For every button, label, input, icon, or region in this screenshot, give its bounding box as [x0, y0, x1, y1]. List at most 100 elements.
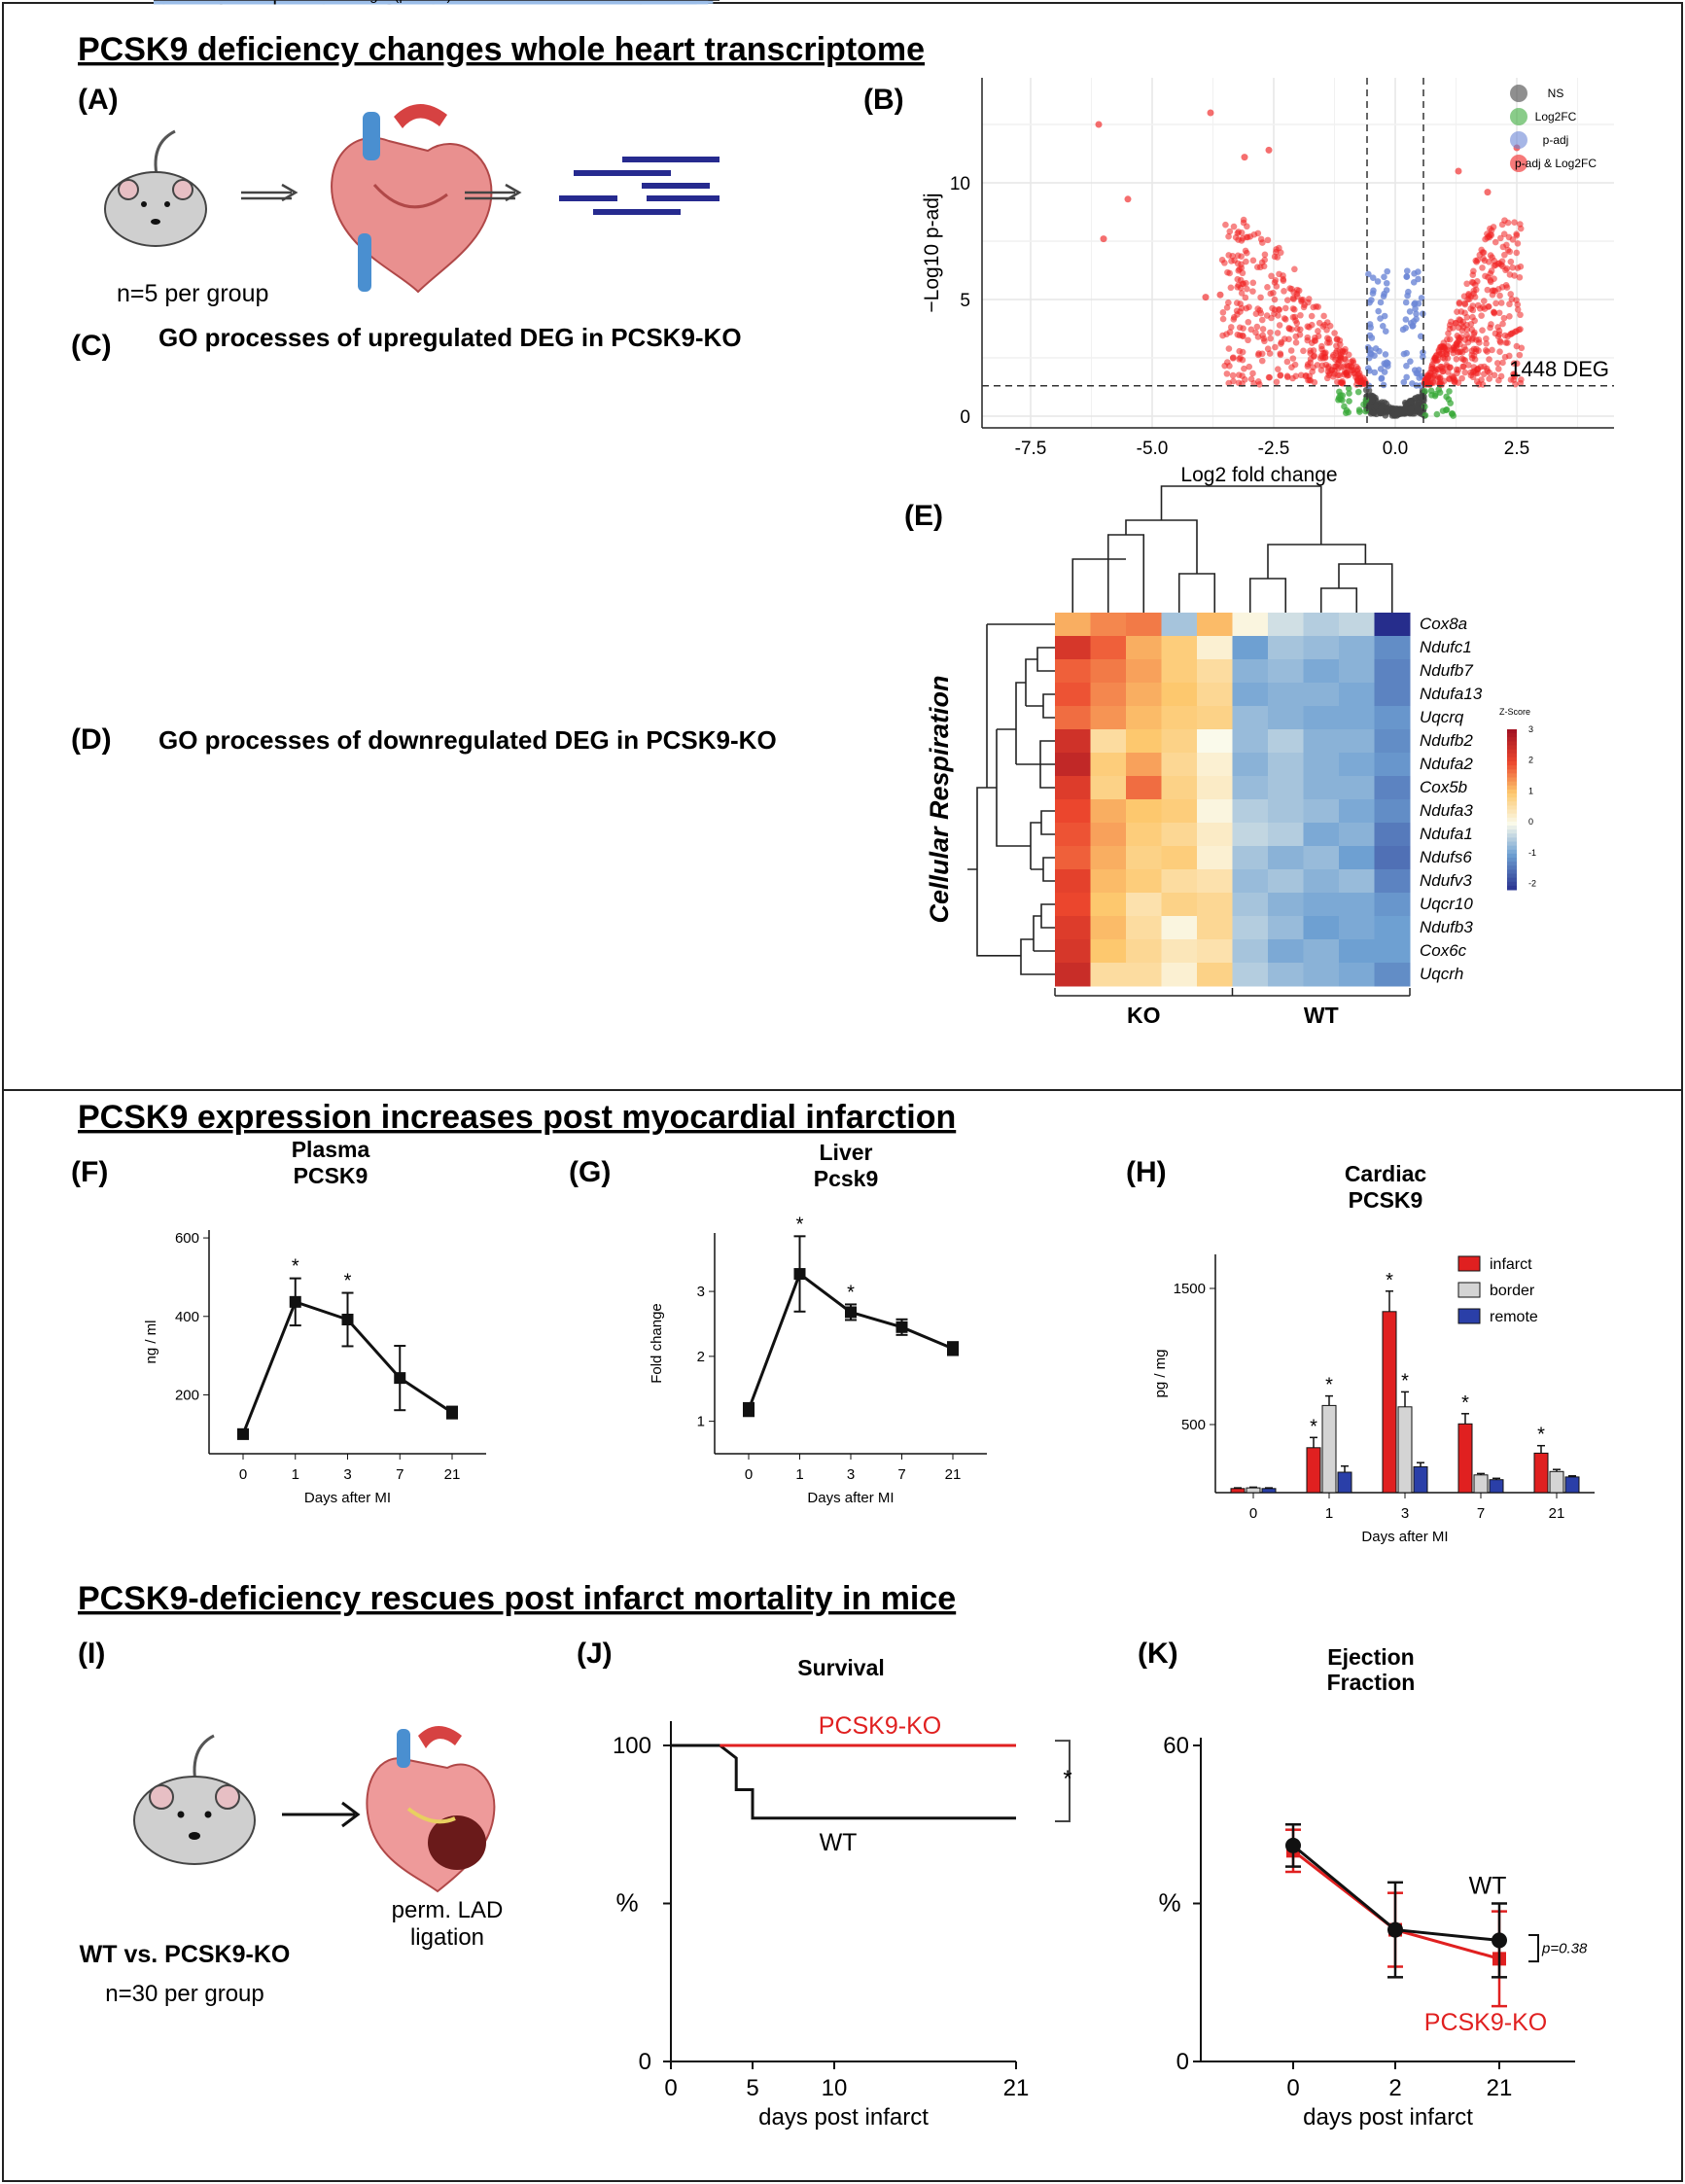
point-padj-log2fc: [1480, 370, 1488, 377]
heatmap-cell: [1197, 799, 1233, 824]
y-tick-label: 200: [175, 1387, 199, 1403]
point-padj-log2fc: [1499, 359, 1506, 367]
heatmap-cell: [1303, 753, 1340, 777]
heatmap-cell: [1090, 683, 1127, 707]
point-padj-log2fc: [1286, 285, 1293, 292]
heatmap-cell: [1374, 706, 1411, 730]
point-padj-log2fc: [1471, 294, 1479, 300]
point-padj-log2fc: [1429, 361, 1436, 369]
point-padj-log2fc: [1455, 367, 1462, 373]
point-padj-log2fc: [1316, 319, 1323, 327]
significance-marker: *: [1386, 1270, 1393, 1291]
x-tick-label: 21: [1487, 2075, 1513, 2101]
scale-swatch: [1507, 757, 1517, 762]
heatmap-cell: [1232, 916, 1269, 940]
point-padj-log2fc: [1239, 372, 1246, 379]
point-padj-log2fc: [1334, 335, 1341, 342]
scale-swatch: [1507, 797, 1517, 802]
point-padj-log2fc: [1246, 363, 1253, 370]
point-padj-log2fc: [1307, 347, 1314, 354]
scale-swatch: [1507, 789, 1517, 794]
panel-frame-bottom: [2, 1089, 1683, 2182]
chart-title: Plasma: [292, 1137, 370, 1162]
heatmap-cell: [1055, 799, 1091, 824]
heatmap-cell: [1303, 939, 1340, 964]
heatmap-cell: [1161, 683, 1198, 707]
point-padj-log2fc: [1486, 370, 1493, 376]
heatmap-cell: [1303, 776, 1340, 800]
heatmap-cell: [1232, 799, 1269, 824]
gene-label: Ndufc1: [1420, 638, 1472, 656]
point-padj-log2fc: [1280, 272, 1286, 279]
point-padj: [1380, 381, 1387, 389]
point-padj: [1400, 378, 1408, 386]
point-log2fc: [1433, 410, 1441, 418]
point-padj-log2fc: [1283, 358, 1291, 366]
heatmap-cell: [1232, 636, 1269, 660]
point-padj-log2fc: [1463, 326, 1471, 334]
point-ns: [1370, 409, 1377, 416]
point-padj-log2fc: [1504, 219, 1512, 227]
point-padj-log2fc: [1255, 351, 1262, 359]
survival-chart: Survival 0 100% 0 5 10 21 days post infarct PCSK…: [613, 1655, 1072, 2131]
point-padj: [1377, 299, 1385, 306]
x-tick-label: 0.0: [1383, 439, 1408, 459]
point-padj-log2fc: [1509, 264, 1516, 271]
point-log2fc: [1360, 401, 1367, 408]
point-padj-log2fc: [1494, 333, 1502, 340]
point-padj-log2fc: [1245, 318, 1252, 326]
procedure-label-line2: ligation: [410, 1924, 484, 1951]
point-padj-log2fc: [1297, 371, 1305, 379]
scale-swatch: [1507, 801, 1517, 806]
heatmap-cell: [1090, 823, 1127, 847]
point-padj-log2fc: [1238, 290, 1246, 297]
heatmap-cell: [1197, 869, 1233, 894]
heatmap-cell: [1197, 939, 1233, 964]
point-padj-log2fc: [1244, 285, 1250, 293]
point-padj-log2fc: [1226, 329, 1234, 335]
point-padj-log2fc: [1247, 375, 1255, 383]
point-padj-log2fc: [1237, 354, 1244, 362]
point-padj: [1403, 363, 1410, 370]
heatmap-cell: [1126, 823, 1162, 847]
point-padj: [1402, 299, 1410, 306]
x-tick-label: 2.5: [1504, 439, 1529, 459]
heatmap-cell: [1232, 939, 1269, 964]
point-padj-log2fc: [1237, 308, 1244, 315]
heatmap-cell: [1268, 893, 1304, 917]
point-log2fc: [1346, 398, 1352, 405]
point-padj-log2fc: [1517, 379, 1525, 387]
point-padj-log2fc: [1342, 345, 1349, 353]
point-padj-log2fc: [1487, 252, 1494, 259]
heatmap-cell: [1303, 659, 1340, 684]
chart-title: GO processes of downregulated DEG in PCS…: [158, 725, 777, 755]
heatmap-cell: [1126, 939, 1162, 964]
point-padj-log2fc: [1239, 348, 1246, 356]
heatmap-cell: [1268, 729, 1304, 754]
point-padj-log2fc: [1453, 356, 1460, 363]
legend-label: p-adj: [1543, 133, 1569, 147]
heatmap-cell: [1055, 683, 1091, 707]
point-padj-log2fc: [1264, 283, 1271, 291]
heatmap-cell: [1374, 683, 1411, 707]
point-padj-log2fc: [1234, 331, 1242, 338]
y-axis-title: Fold change: [649, 1303, 665, 1384]
point-padj-log2fc: [1430, 371, 1438, 379]
point-padj-log2fc: [1258, 316, 1266, 324]
point-padj: [1374, 278, 1382, 285]
heatmap-cell: [1126, 636, 1162, 660]
point-padj-log2fc: [1261, 251, 1269, 259]
point-log2fc: [1422, 403, 1428, 410]
point-padj-log2fc: [1476, 339, 1483, 346]
point-log2fc: [1346, 390, 1352, 397]
x-tick-label: 1: [1325, 1505, 1333, 1522]
point-padj-log2fc: [1258, 357, 1266, 365]
point-padj-log2fc: [1506, 248, 1514, 256]
scale-swatch: [1507, 881, 1517, 887]
data-point: [743, 1403, 755, 1416]
point-padj-log2fc: [1308, 339, 1316, 346]
bar-infarct: [1230, 1488, 1246, 1494]
heart-illustration-a: [331, 103, 493, 294]
heatmap-cell: [1055, 636, 1091, 660]
point-padj-log2fc: [1271, 310, 1278, 317]
